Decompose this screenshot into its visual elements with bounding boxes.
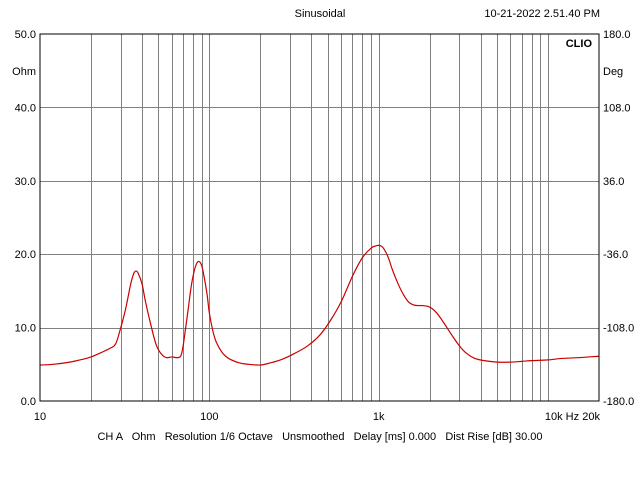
y-tick-label: 10.0 xyxy=(15,323,36,335)
y2-tick-label: -180.0 xyxy=(603,396,634,408)
x-tick-label: 1k xyxy=(373,411,385,423)
x-tick-label: 20k xyxy=(582,411,600,423)
y2-tick-label: 180.0 xyxy=(603,29,631,41)
y-tick-label: 20.0 xyxy=(15,249,36,261)
status-line: CH A Ohm Resolution 1/6 Octave Unsmoothe… xyxy=(97,431,542,443)
y2-tick-label: 108.0 xyxy=(603,102,631,114)
x-tick-label: 10k Hz xyxy=(545,411,579,423)
y-tick-label: 50.0 xyxy=(15,29,36,41)
x-tick-label: 100 xyxy=(200,411,218,423)
y2-tick-label: -108.0 xyxy=(603,323,634,335)
x-tick-label: 10 xyxy=(34,411,46,423)
timestamp: 10-21-2022 2.51.40 PM xyxy=(484,8,600,20)
tick-labels: 0.0 10.0 20.0 30.0 40.0 50.0 -180.0 -108.0 -36.0… xyxy=(15,29,635,423)
y2-tick-label: 36.0 xyxy=(603,176,624,188)
y-axis-unit-label: Ohm xyxy=(12,66,36,78)
y-tick-label: 0.0 xyxy=(21,396,36,408)
y-tick-label: 30.0 xyxy=(15,176,36,188)
plot-frame xyxy=(39,33,600,402)
brand-label: CLIO xyxy=(566,38,593,50)
y-tick-label: 40.0 xyxy=(15,102,36,114)
impedance-curve xyxy=(39,244,600,366)
grid xyxy=(40,34,599,401)
chart-title: Sinusoidal xyxy=(295,8,346,20)
y2-axis-unit-label: Deg xyxy=(603,66,623,78)
y2-tick-label: -36.0 xyxy=(603,249,628,261)
